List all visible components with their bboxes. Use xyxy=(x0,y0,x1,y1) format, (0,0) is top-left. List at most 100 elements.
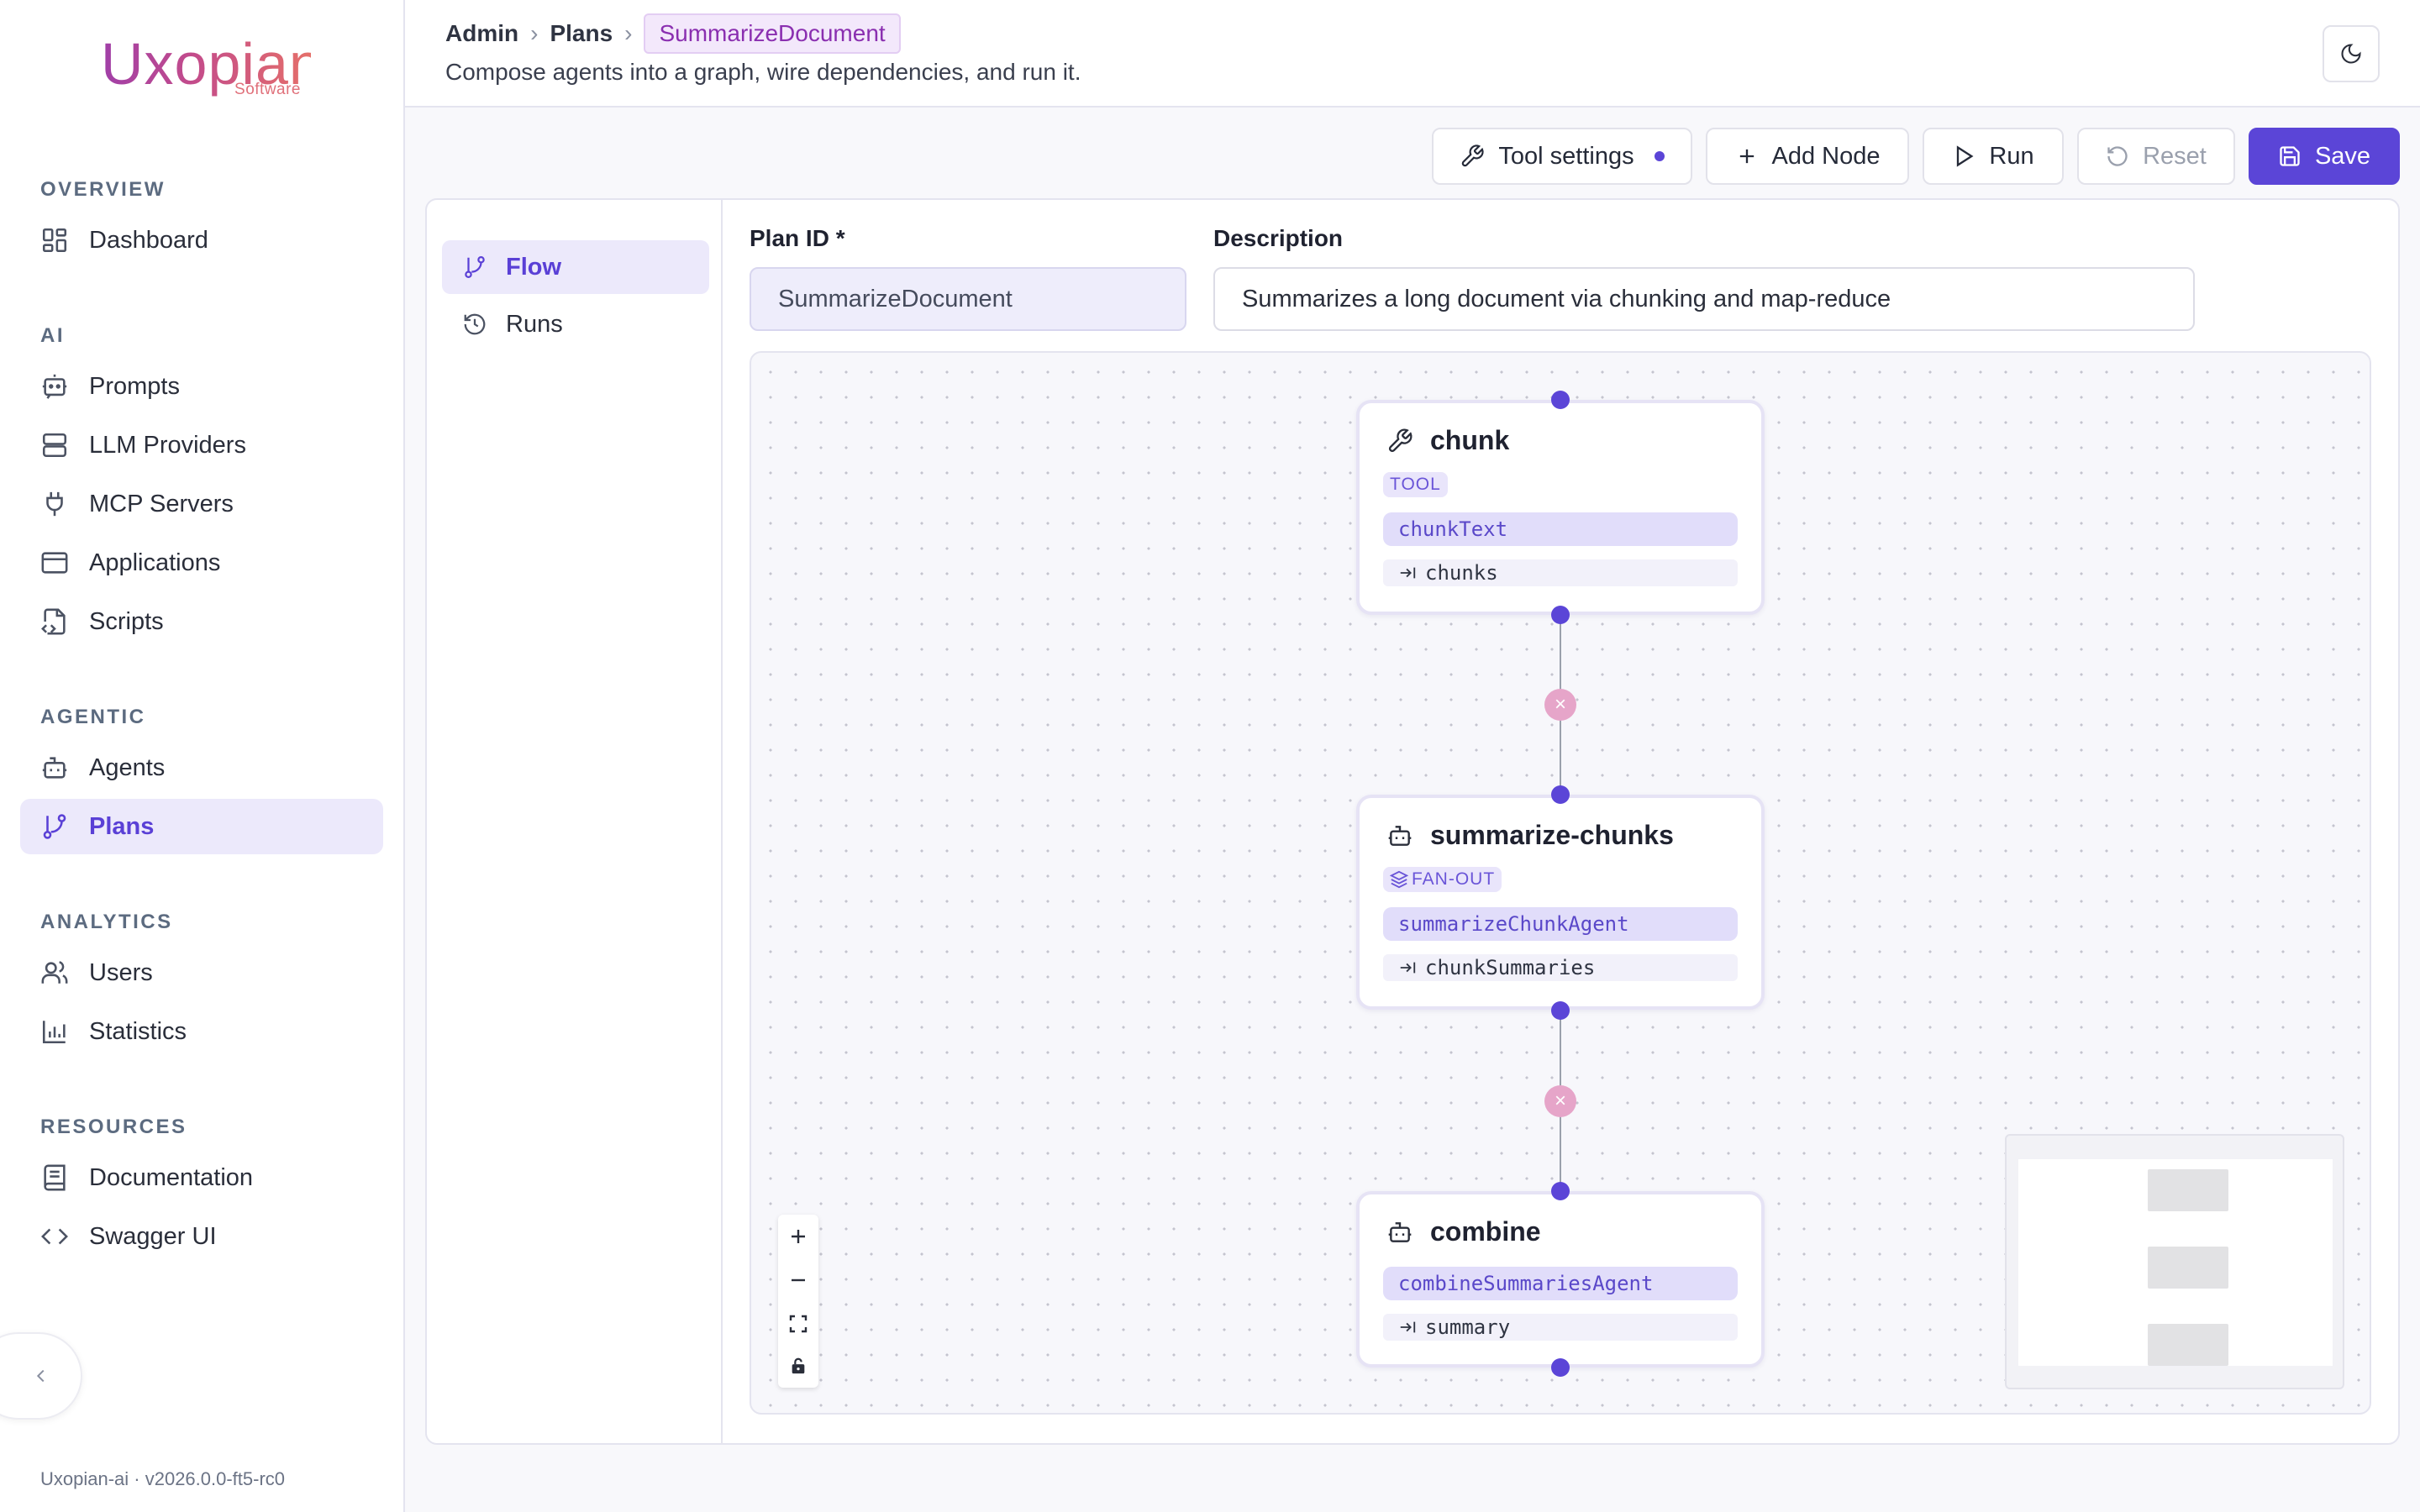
sidebar-item-label: Agents xyxy=(89,753,166,781)
sidebar-item-documentation[interactable]: Documentation xyxy=(20,1150,383,1205)
sidebar-item-label: Statistics xyxy=(89,1017,187,1045)
graph-node-combine[interactable]: combine combineSummariesAgent summary xyxy=(1356,1191,1765,1368)
arrow-right-to-line-icon xyxy=(1400,567,1416,579)
zoom-out-button[interactable] xyxy=(778,1258,818,1302)
tab-runs[interactable]: Runs xyxy=(442,297,709,351)
sidebar-item-agents[interactable]: Agents xyxy=(20,740,383,795)
section-ai: AI xyxy=(40,324,65,347)
tab-flow-label: Flow xyxy=(506,253,562,281)
plug-icon xyxy=(46,491,63,517)
sidebar-item-plans[interactable]: Plans xyxy=(20,799,383,854)
plan-subnav: Flow Runs xyxy=(427,200,723,1443)
plan-id-field[interactable]: SummarizeDocument xyxy=(750,267,1186,331)
section-resources: RESOURCES xyxy=(40,1116,187,1138)
graph-node-chunk[interactable]: chunk TOOL chunkText chunks xyxy=(1356,400,1765,615)
node-title: combine xyxy=(1430,1216,1541,1247)
chat-bot-icon xyxy=(42,374,67,399)
tab-flow[interactable]: Flow xyxy=(442,240,709,294)
node-type-badge: FAN-OUT xyxy=(1383,867,1502,892)
node-output-handle[interactable] xyxy=(1551,606,1570,624)
sidebar-item-label: Applications xyxy=(89,549,221,576)
add-node-button[interactable]: Add Node xyxy=(1706,128,1909,185)
delete-edge-button[interactable]: × xyxy=(1544,689,1576,721)
sidebar-item-applications[interactable]: Applications xyxy=(20,535,383,591)
section-overview: OVERVIEW xyxy=(40,178,166,201)
brand-sub: Software xyxy=(234,81,301,98)
server-icon xyxy=(42,433,67,458)
breadcrumb: Admin › Plans › SummarizeDocument xyxy=(445,13,901,54)
lock-button[interactable] xyxy=(778,1344,818,1388)
brand-logo[interactable]: Uxopian Software xyxy=(101,30,322,106)
rotate-ccw-icon xyxy=(2107,146,2128,166)
app-version: Uxopian-ai · v2026.0.0-ft5-rc0 xyxy=(40,1468,286,1489)
theme-toggle-button[interactable] xyxy=(2323,25,2380,82)
node-output: chunkSummaries xyxy=(1383,954,1738,981)
sidebar-item-label: MCP Servers xyxy=(89,490,234,517)
sidebar-item-scripts[interactable]: Scripts xyxy=(20,594,383,649)
description-field[interactable]: Summarizes a long document via chunking … xyxy=(1213,267,2195,331)
plus-icon xyxy=(792,1230,805,1243)
reset-label: Reset xyxy=(2143,142,2207,170)
node-output-handle[interactable] xyxy=(1551,1358,1570,1377)
chevron-right-icon: › xyxy=(624,20,633,46)
sidebar-item-prompts[interactable]: Prompts xyxy=(20,359,383,414)
lock-icon xyxy=(792,1357,805,1374)
tab-runs-label: Runs xyxy=(506,310,563,338)
node-input-handle[interactable] xyxy=(1551,391,1570,409)
reset-button[interactable]: Reset xyxy=(2077,128,2235,185)
sidebar-item-label: Swagger UI xyxy=(89,1222,217,1250)
sidebar-item-dashboard[interactable]: Dashboard xyxy=(20,213,383,268)
plan-id-label: Plan ID * xyxy=(750,225,845,251)
node-input-handle[interactable] xyxy=(1551,785,1570,804)
arrow-right-to-line-icon xyxy=(1400,1321,1416,1333)
run-button[interactable]: Run xyxy=(1923,128,2064,185)
sidebar-item-label: Scripts xyxy=(89,607,164,635)
node-title: chunk xyxy=(1430,425,1510,455)
node-output-handle[interactable] xyxy=(1551,1001,1570,1020)
users-icon xyxy=(41,961,68,984)
app-window-icon xyxy=(41,552,68,574)
git-branch-icon xyxy=(43,814,66,839)
sidebar-item-label: Prompts xyxy=(89,372,180,400)
save-icon xyxy=(2280,146,2300,166)
node-output-label: chunkSummaries xyxy=(1425,956,1596,979)
delete-edge-button[interactable]: × xyxy=(1544,1085,1576,1117)
sidebar-item-label: Plans xyxy=(89,812,155,840)
sidebar-item-label: LLM Providers xyxy=(89,431,246,459)
sidebar-item-statistics[interactable]: Statistics xyxy=(20,1004,383,1059)
sidebar-item-swagger-ui[interactable]: Swagger UI xyxy=(20,1209,383,1264)
graph-node-summarize-chunks[interactable]: summarize-chunks FAN-OUT summarizeChunkA… xyxy=(1356,795,1765,1010)
node-output: summary xyxy=(1383,1314,1738,1341)
bar-chart-icon xyxy=(42,1021,66,1044)
layers-icon xyxy=(1390,870,1408,889)
minimap-node xyxy=(2148,1247,2228,1289)
run-label: Run xyxy=(1989,142,2034,170)
minimap-viewport xyxy=(2018,1159,2333,1366)
breadcrumb-plans[interactable]: Plans xyxy=(550,20,613,46)
sidebar-item-label: Users xyxy=(89,958,153,986)
sidebar: Uxopian Software OVERVIEW Dashboard AI P… xyxy=(0,0,405,1512)
minimap-node xyxy=(2148,1169,2228,1211)
chevron-left-icon xyxy=(36,1369,45,1383)
fit-view-button[interactable] xyxy=(778,1302,818,1346)
zoom-in-button[interactable] xyxy=(778,1215,818,1258)
wrench-icon xyxy=(1462,144,1484,167)
sidebar-item-llm-providers[interactable]: LLM Providers xyxy=(20,417,383,473)
node-ref: summarizeChunkAgent xyxy=(1383,907,1738,941)
sidebar-item-mcp-servers[interactable]: MCP Servers xyxy=(20,476,383,532)
add-node-label: Add Node xyxy=(1771,142,1881,170)
node-input-handle[interactable] xyxy=(1551,1182,1570,1200)
collapse-sidebar-button[interactable] xyxy=(0,1332,82,1420)
minimap[interactable] xyxy=(2005,1134,2344,1389)
pending-indicator xyxy=(1654,151,1665,161)
save-label: Save xyxy=(2314,142,2371,170)
save-button[interactable]: Save xyxy=(2249,128,2400,185)
bot-icon xyxy=(1388,825,1412,846)
tool-settings-button[interactable]: Tool settings xyxy=(1432,128,1692,185)
breadcrumb-admin[interactable]: Admin xyxy=(445,20,519,46)
dashboard-icon xyxy=(42,228,67,253)
top-header: Admin › Plans › SummarizeDocument Compos… xyxy=(405,0,2420,108)
section-analytics: ANALYTICS xyxy=(40,911,173,933)
section-agentic: AGENTIC xyxy=(40,706,146,728)
sidebar-item-users[interactable]: Users xyxy=(20,945,383,1000)
